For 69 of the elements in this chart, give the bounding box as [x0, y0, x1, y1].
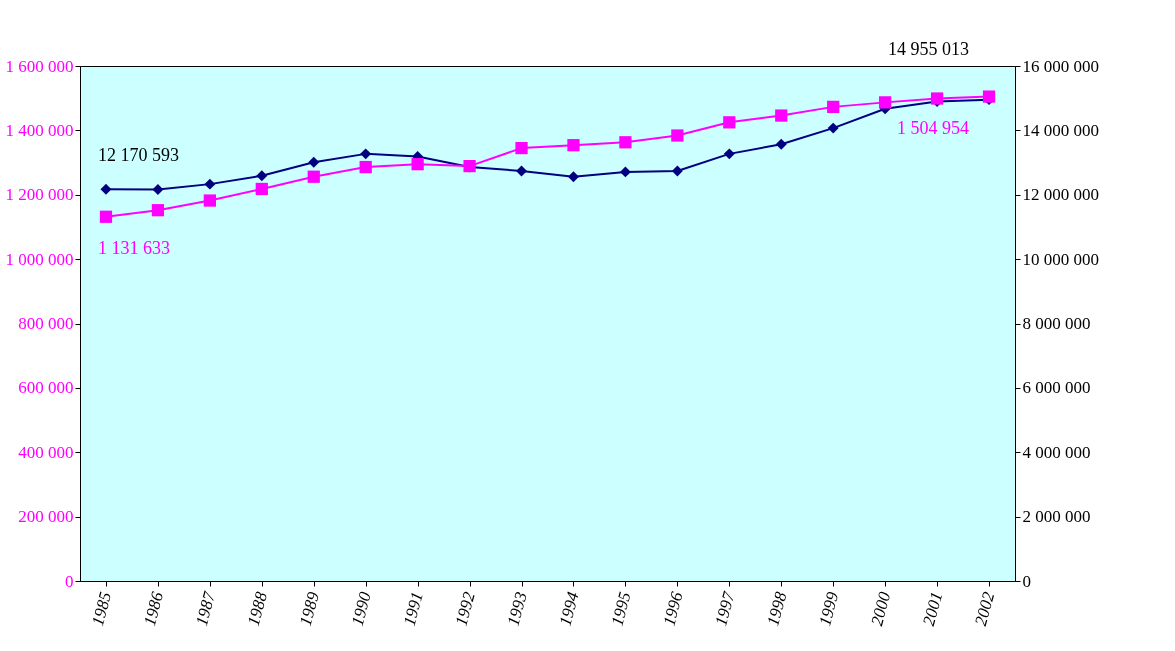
- point: [723, 116, 736, 129]
- y2-tick-label: 10 000 000: [1022, 249, 1099, 269]
- y-tick-label: 0: [65, 571, 74, 591]
- x-tick-label: 1998: [763, 589, 791, 628]
- point: [204, 178, 216, 190]
- y-tick-label: 200 000: [18, 507, 74, 527]
- x-tick-label: 1987: [191, 588, 220, 628]
- x-tick-label: 1994: [555, 589, 583, 628]
- y2-tick-label: 14 000 000: [1022, 120, 1099, 140]
- point: [516, 165, 527, 177]
- y2-tick-label: 8 000 000: [1022, 314, 1091, 333]
- point: [360, 148, 372, 160]
- point: [827, 122, 839, 134]
- x-tick-label: 2001: [919, 589, 947, 628]
- point: [255, 182, 268, 196]
- y2-tick-label: 2 000 000: [1022, 507, 1091, 527]
- x-tick-label: 1986: [139, 589, 168, 628]
- y2-tick-label: 16 000 000: [1022, 56, 1099, 76]
- point: [671, 129, 684, 142]
- x-tick-label: 1989: [295, 589, 324, 628]
- point: [775, 109, 788, 122]
- point: [152, 184, 164, 196]
- x-tick-label: 1988: [243, 589, 272, 628]
- point: [308, 156, 320, 168]
- y-tick-label: 400 000: [18, 442, 74, 462]
- y-tick-label: 800 000: [18, 314, 74, 333]
- point: [100, 183, 112, 195]
- x-tick-label: 1990: [347, 589, 376, 628]
- y-tick-label: 1 400 000: [5, 120, 74, 140]
- x-tick-label: 2002: [971, 589, 999, 628]
- x-tick-label: 1993: [503, 589, 531, 628]
- x-tick-label: 1997: [711, 588, 739, 628]
- point: [879, 96, 892, 109]
- y2-tick-label: 6 000 000: [1022, 378, 1091, 398]
- point: [619, 166, 631, 178]
- point: [99, 210, 113, 223]
- y2-tick-label: 12 000 000: [1022, 185, 1099, 205]
- point: [723, 148, 735, 160]
- point: [827, 100, 840, 113]
- point: [515, 141, 528, 155]
- y-tick-label: 1 200 000: [5, 185, 74, 205]
- y-tick-label: 1 600 000: [5, 56, 74, 76]
- point: [411, 158, 424, 171]
- point: [307, 170, 320, 183]
- x-tick-label: 1985: [88, 589, 116, 628]
- y2-tick-label: 4 000 000: [1022, 442, 1091, 462]
- x-tick-label: 1999: [815, 589, 843, 628]
- point: [151, 204, 165, 217]
- point: [256, 170, 268, 182]
- point: [203, 194, 216, 207]
- x-tick-label: 1992: [451, 589, 479, 628]
- y-tick-label: 600 000: [18, 378, 74, 398]
- y-tick-label: 1 000 000: [5, 249, 74, 269]
- point: [619, 136, 632, 149]
- x-tick-label: 1996: [659, 589, 687, 628]
- x-tick-label: 1995: [607, 589, 635, 628]
- x-tick-label: 2000: [867, 589, 895, 628]
- point: [567, 139, 580, 152]
- point: [671, 165, 683, 177]
- point: [359, 160, 372, 174]
- x-tick-label: 1991: [399, 589, 427, 628]
- y2-tick-label: 0: [1022, 571, 1031, 591]
- data-label: 1 131 633: [97, 237, 170, 258]
- point: [568, 171, 579, 183]
- point: [775, 138, 787, 150]
- data-label: 14 955 013: [888, 38, 970, 59]
- data-label: 1 504 954: [897, 117, 970, 138]
- point: [982, 90, 996, 103]
- data-label: 12 170 593: [97, 145, 179, 166]
